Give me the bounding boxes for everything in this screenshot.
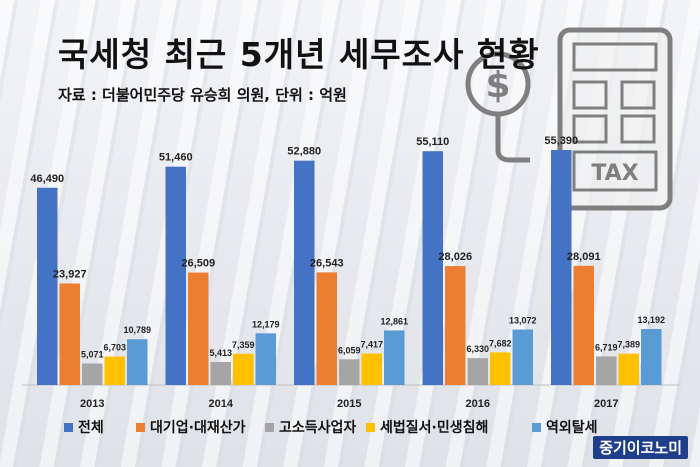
data-label: 28,091 [567,251,601,263]
bar [573,265,594,385]
source-note: 자료 : 더불어민주당 유승희 의원, 단위 : 억원 [58,86,347,104]
data-label: 13,072 [509,316,537,326]
data-label: 10,789 [123,325,151,335]
data-label: 52,880 [287,146,321,158]
data-label: 6,703 [103,343,126,353]
data-label: 5,071 [81,349,104,359]
bar [255,333,276,385]
tax-label: TAX [591,161,638,186]
legend-label: 전체 [78,419,104,436]
data-label: 7,417 [360,340,383,350]
data-label: 12,861 [380,316,408,326]
legend-swatch [366,423,375,432]
bar [467,358,488,385]
bar [165,166,186,385]
legend-swatch [136,423,145,432]
data-label: 6,719 [595,342,618,352]
bar [316,272,337,385]
bar [361,353,382,385]
bar [641,329,662,385]
bar [210,362,231,385]
page-title: 국세청 최근 5개년 세무조사 현황 [58,35,540,74]
data-label: 55,390 [544,135,578,147]
bar [422,151,443,385]
data-label: 6,330 [466,344,489,354]
data-label: 7,682 [489,338,512,348]
bar [37,187,58,385]
calculator-icon: TAX [557,27,673,211]
bar [104,356,125,385]
legend-label: 세법질서·민생침해 [380,419,488,436]
data-label: 5,413 [209,348,232,358]
x-tick-label: 2014 [209,398,234,410]
legend-swatch [532,423,541,432]
x-tick-label: 2013 [80,398,104,410]
bar [294,160,315,385]
bar [551,150,572,385]
data-label: 23,927 [53,268,87,280]
bar [188,272,209,385]
data-label: 28,026 [438,251,472,263]
legend-label: 고소득사업자 [279,420,356,436]
data-label: 55,110 [416,136,449,148]
bar [59,283,80,385]
x-tick-label: 2017 [594,398,618,410]
data-label: 26,509 [181,258,215,270]
data-label: 26,543 [310,257,344,269]
bar [233,353,254,385]
data-label: 7,389 [617,340,640,350]
bar [618,353,639,385]
bar [339,359,360,385]
bar [82,363,103,385]
dollar-coin-icon: $ [465,51,531,163]
legend-swatch [265,423,274,432]
data-label: 12,179 [252,319,280,329]
legend-label: 대기업·대재산가 [150,419,246,436]
x-tick-label: 2015 [337,398,361,410]
bar [490,352,511,385]
x-tick-label: 2016 [466,398,490,410]
bar [512,329,533,385]
bar [127,339,148,385]
brand-logo: 중기이코노미 [593,436,688,459]
svg-text:$: $ [485,65,510,106]
bar [445,266,466,385]
data-label: 7,359 [232,340,255,350]
bar [384,330,405,385]
data-label: 46,490 [30,173,64,185]
legend-swatch [64,423,73,432]
data-label: 51,460 [159,152,193,164]
data-label: 13,192 [637,315,665,325]
legend-label: 역외탈세 [546,419,598,436]
data-label: 6,059 [338,345,361,355]
bar [596,356,617,385]
